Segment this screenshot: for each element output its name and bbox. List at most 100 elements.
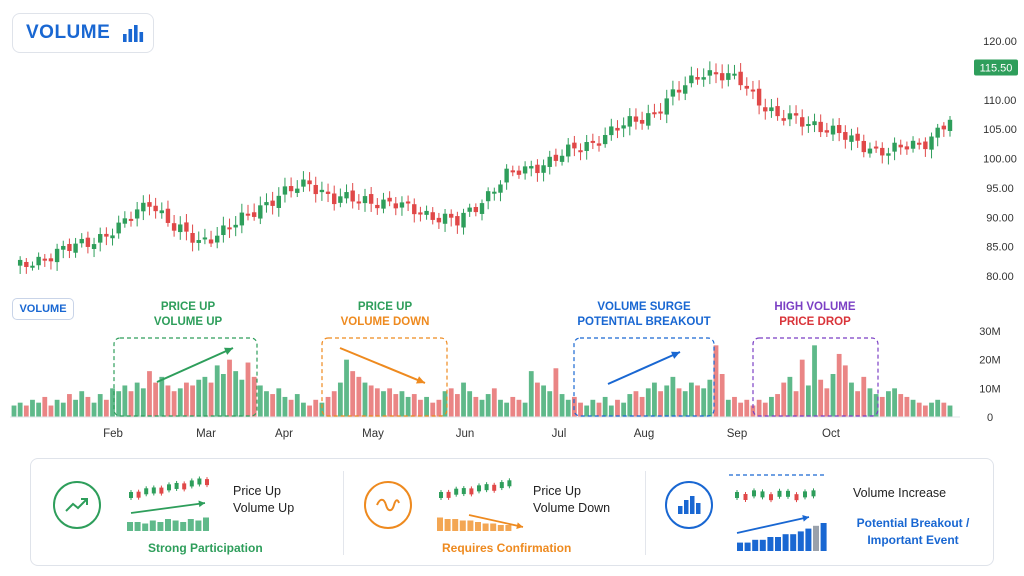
- candle-body: [141, 202, 146, 212]
- candle-body: [787, 113, 793, 120]
- mini-volume-bar: [813, 525, 819, 551]
- price-tick-label: 105.00: [983, 124, 1017, 136]
- mini-candle-body: [507, 480, 512, 487]
- candle-body: [221, 225, 226, 236]
- month-tick-label: Jul: [552, 428, 567, 440]
- volume-bar: [436, 399, 442, 417]
- candle-body: [91, 244, 97, 249]
- mini-volume-bar: [737, 542, 743, 551]
- volume-bar: [535, 382, 540, 417]
- mini-volume-bar: [452, 519, 459, 531]
- candle-body: [566, 144, 571, 157]
- volume-bar: [867, 388, 873, 417]
- volume-bar: [855, 391, 861, 417]
- candle-body: [362, 196, 368, 204]
- candle-body: [719, 73, 725, 81]
- mini-volume-bar: [805, 528, 812, 551]
- candle-body: [596, 143, 602, 146]
- mini-volume-bar: [142, 523, 149, 531]
- mini-candle-body: [811, 490, 816, 497]
- candle-body: [85, 237, 91, 247]
- candle-body: [929, 136, 934, 150]
- candle-body: [128, 218, 134, 221]
- volume-bar: [738, 402, 744, 417]
- candle-body: [781, 118, 786, 121]
- volume-bar: [116, 391, 122, 417]
- candle-body: [67, 243, 72, 251]
- volume-bar: [153, 382, 159, 417]
- annotation-box: [752, 337, 879, 417]
- candle-body: [541, 165, 546, 173]
- volume-bar: [424, 396, 429, 417]
- mini-volume-bar: [767, 537, 774, 551]
- price-tick-label: 85.00: [986, 242, 1014, 254]
- volume-bar: [270, 394, 276, 417]
- candle-body: [492, 191, 497, 194]
- candle-body: [498, 184, 503, 193]
- volume-bar: [584, 405, 590, 417]
- candle-body: [800, 117, 805, 127]
- legend-panel: Price Up Volume Up Strong Participation …: [30, 458, 994, 566]
- mini-volume-bar: [497, 525, 504, 531]
- mini-arrowhead: [198, 500, 205, 508]
- candle-body: [178, 224, 183, 233]
- last-price-value: 115.50: [980, 62, 1013, 74]
- candle-body: [849, 135, 854, 142]
- mini-candle-body: [499, 482, 504, 489]
- candle-body: [504, 168, 509, 183]
- annotation-box: [573, 337, 715, 417]
- candle-body: [935, 127, 940, 138]
- mini-volume-bar: [744, 542, 751, 551]
- volume-bar: [922, 405, 928, 417]
- volume-bar: [756, 399, 762, 417]
- volume-bar: [861, 376, 867, 417]
- candle-body: [793, 113, 799, 116]
- candle-body: [276, 195, 281, 208]
- volume-bar: [301, 402, 306, 417]
- mini-candle-body: [174, 482, 179, 489]
- bar-chart-icon: [665, 481, 713, 529]
- candle-body: [769, 107, 774, 112]
- candle-body: [917, 142, 922, 145]
- volume-tick-label: 10M: [979, 383, 1000, 395]
- volume-bar: [516, 399, 522, 417]
- volume-bar: [294, 394, 300, 417]
- volume-bar: [941, 402, 947, 417]
- mini-candle-body: [786, 490, 790, 497]
- volume-bar: [528, 371, 534, 417]
- volume-bar: [553, 368, 559, 417]
- volume-bar: [485, 394, 491, 417]
- annotation-box: [113, 337, 258, 417]
- annotation-line1: PRICE UP: [358, 301, 413, 313]
- candle-body: [886, 153, 891, 156]
- candle-body: [116, 222, 121, 234]
- volume-bar: [725, 399, 731, 417]
- volume-bar: [356, 376, 362, 417]
- volume-bar: [886, 391, 891, 417]
- candle-body: [344, 192, 349, 199]
- annotation-line2: VOLUME DOWN: [341, 316, 430, 328]
- candle-body: [36, 256, 41, 266]
- volume-bar: [79, 391, 85, 417]
- volume-bar: [547, 391, 553, 417]
- volume-bar: [227, 359, 232, 417]
- mini-volume-bar: [467, 520, 474, 531]
- price-tick-label: 90.00: [986, 212, 1014, 224]
- candle-body: [461, 212, 466, 228]
- mini-candle-body: [205, 479, 209, 486]
- mini-volume-bar: [444, 519, 451, 531]
- candle-body: [880, 147, 885, 156]
- month-tick-label: Jun: [456, 428, 475, 440]
- volume-bar: [73, 399, 78, 417]
- month-tick-label: Feb: [103, 428, 123, 440]
- candle-body: [449, 213, 454, 218]
- mini-volume-bar: [482, 523, 489, 531]
- candle-body: [824, 130, 830, 133]
- candle-body: [529, 166, 534, 169]
- volume-bar: [879, 396, 885, 417]
- candle-body: [79, 238, 84, 244]
- candle-body: [664, 98, 669, 115]
- volume-bar: [140, 388, 146, 417]
- volume-bar: [627, 394, 633, 417]
- candle-body: [744, 85, 749, 89]
